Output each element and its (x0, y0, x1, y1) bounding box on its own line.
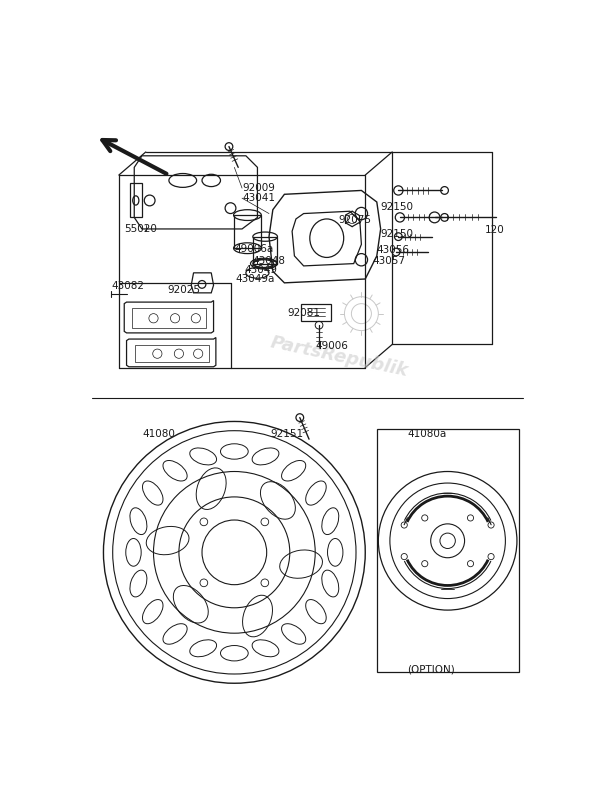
Text: 92150: 92150 (380, 202, 413, 212)
Text: 92081: 92081 (287, 309, 320, 318)
Text: 41080a: 41080a (407, 429, 447, 439)
Text: (OPTION): (OPTION) (407, 664, 455, 674)
Text: 92075: 92075 (338, 215, 371, 225)
Text: 43049a: 43049a (236, 275, 275, 284)
Text: 41080: 41080 (142, 429, 175, 439)
Text: 49006a: 49006a (235, 244, 274, 254)
Text: 49006: 49006 (315, 341, 348, 351)
Text: 92009: 92009 (242, 183, 275, 193)
Text: 120: 120 (485, 225, 505, 235)
Bar (301, 304, 331, 320)
Text: 43041: 43041 (242, 193, 275, 203)
Text: 43049: 43049 (244, 265, 277, 275)
Text: 43082: 43082 (111, 280, 144, 290)
Text: 92025: 92025 (167, 285, 200, 295)
Text: 43057: 43057 (372, 256, 405, 266)
Text: 43056: 43056 (377, 245, 410, 255)
Text: 92151: 92151 (271, 429, 304, 439)
Text: 55020: 55020 (124, 224, 157, 234)
Text: 92150: 92150 (380, 229, 413, 239)
Text: 43048: 43048 (252, 256, 285, 266)
Bar (377, 429, 519, 672)
Text: PartsRepublik: PartsRepublik (269, 333, 410, 380)
